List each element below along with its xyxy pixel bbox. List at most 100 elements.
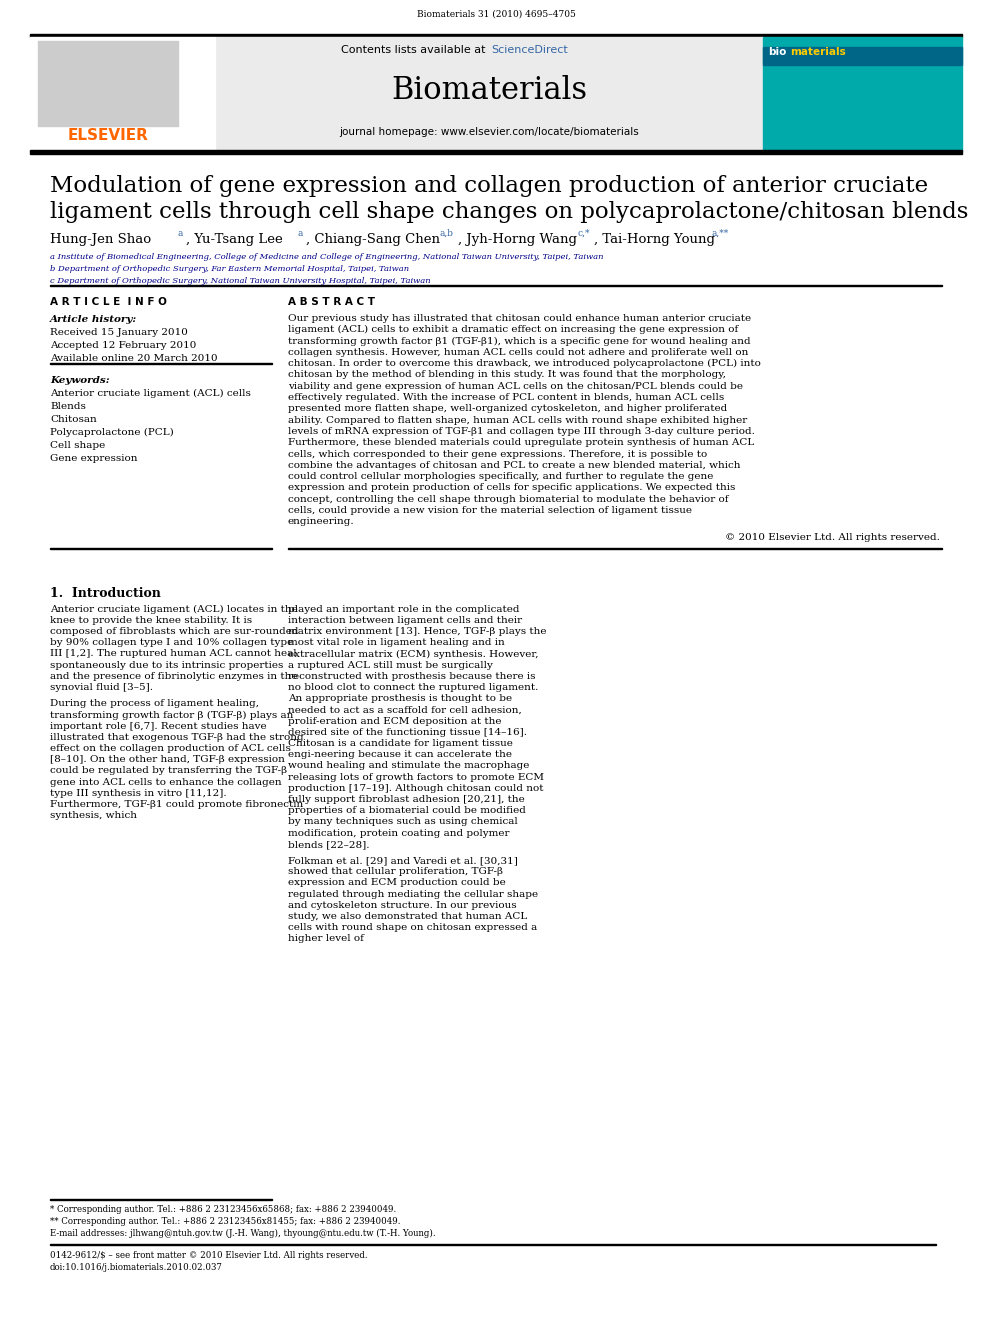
Text: a: a [298,229,304,238]
Text: knee to provide the knee stability. It is: knee to provide the knee stability. It i… [50,617,252,624]
Text: b Department of Orthopedic Surgery, Far Eastern Memorial Hospital, Taipei, Taiwa: b Department of Orthopedic Surgery, Far … [50,265,409,273]
Text: Polycaprolactone (PCL): Polycaprolactone (PCL) [50,429,174,437]
Text: , Yu-Tsang Lee: , Yu-Tsang Lee [186,233,283,246]
Text: a,b: a,b [440,229,454,238]
Text: Anterior cruciate ligament (ACL) locates in the: Anterior cruciate ligament (ACL) locates… [50,605,298,614]
Text: materials: materials [790,48,846,57]
Text: reconstructed with prosthesis because there is: reconstructed with prosthesis because th… [288,672,536,681]
Text: wound healing and stimulate the macrophage: wound healing and stimulate the macropha… [288,762,530,770]
Text: , Chiang-Sang Chen: , Chiang-Sang Chen [306,233,440,246]
Text: important role [6,7]. Recent studies have: important role [6,7]. Recent studies hav… [50,722,267,730]
Text: ELSEVIER: ELSEVIER [67,128,149,143]
Text: Chitosan is a candidate for ligament tissue: Chitosan is a candidate for ligament tis… [288,740,513,747]
Text: study, we also demonstrated that human ACL: study, we also demonstrated that human A… [288,912,528,921]
Text: doi:10.1016/j.biomaterials.2010.02.037: doi:10.1016/j.biomaterials.2010.02.037 [50,1263,223,1271]
Text: type III synthesis in vitro [11,12].: type III synthesis in vitro [11,12]. [50,789,226,798]
Text: Folkman et al. [29] and Varedi et al. [30,31]: Folkman et al. [29] and Varedi et al. [3… [288,856,518,865]
Text: expression and protein production of cells for specific applications. We expecte: expression and protein production of cel… [288,483,735,492]
Text: Furthermore, these blended materials could upregulate protein synthesis of human: Furthermore, these blended materials cou… [288,438,754,447]
Text: production [17–19]. Although chitosan could not: production [17–19]. Although chitosan co… [288,785,544,792]
Bar [30,149,962,153]
Text: extracellular matrix (ECM) synthesis. However,: extracellular matrix (ECM) synthesis. Ho… [288,650,539,659]
Text: engi-neering because it can accelerate the: engi-neering because it can accelerate t… [288,750,512,759]
Text: Biomaterials: Biomaterials [391,75,587,106]
Text: During the process of ligament healing,: During the process of ligament healing, [50,700,259,708]
Text: concept, controlling the cell shape through biomaterial to modulate the behavior: concept, controlling the cell shape thro… [288,495,728,504]
Text: Available online 20 March 2010: Available online 20 March 2010 [50,355,217,363]
Text: Anterior cruciate ligament (ACL) cells: Anterior cruciate ligament (ACL) cells [50,389,251,398]
Text: E-mail addresses: jlhwang@ntuh.gov.tw (J.-H. Wang), thyoung@ntu.edu.tw (T.-H. Yo: E-mail addresses: jlhwang@ntuh.gov.tw (J… [50,1229,435,1238]
Text: Furthermore, TGF-β1 could promote fibronectin: Furthermore, TGF-β1 could promote fibron… [50,800,304,810]
Text: composed of fibroblasts which are sur-rounded: composed of fibroblasts which are sur-ro… [50,627,299,636]
Bar [763,48,962,65]
Text: chitosan. In order to overcome this drawback, we introduced polycaprolactone (PC: chitosan. In order to overcome this draw… [288,360,761,368]
Bar [30,37,215,151]
Text: higher level of: higher level of [288,934,364,943]
Text: modification, protein coating and polymer: modification, protein coating and polyme… [288,828,510,837]
Text: a,**: a,** [712,229,729,238]
Text: a Institute of Biomedical Engineering, College of Medicine and College of Engine: a Institute of Biomedical Engineering, C… [50,253,603,261]
Text: Modulation of gene expression and collagen production of anterior cruciate: Modulation of gene expression and collag… [50,175,929,197]
Text: transforming growth factor β1 (TGF-β1), which is a specific gene for wound heali: transforming growth factor β1 (TGF-β1), … [288,336,751,345]
Bar [38,41,178,126]
Text: A B S T R A C T: A B S T R A C T [288,296,375,307]
Text: presented more flatten shape, well-organized cytoskeleton, and higher proliferat: presented more flatten shape, well-organ… [288,405,727,413]
Text: illustrated that exogenous TGF-β had the strong: illustrated that exogenous TGF-β had the… [50,733,304,742]
Text: combine the advantages of chitosan and PCL to create a new blended material, whi: combine the advantages of chitosan and P… [288,460,740,470]
Text: Blends: Blends [50,402,86,411]
Text: a: a [178,229,184,238]
Text: ** Corresponding author. Tel.: +886 2 23123456x81455; fax: +886 2 23940049.: ** Corresponding author. Tel.: +886 2 23… [50,1217,401,1226]
Text: viability and gene expression of human ACL cells on the chitosan/PCL blends coul: viability and gene expression of human A… [288,382,743,390]
Text: engineering.: engineering. [288,517,354,527]
Text: , Tai-Horng Young: , Tai-Horng Young [594,233,715,246]
Text: c Department of Orthopedic Surgery, National Taiwan University Hospital, Taipei,: c Department of Orthopedic Surgery, Nati… [50,277,431,284]
Text: ScienceDirect: ScienceDirect [491,45,567,56]
Text: Gene expression: Gene expression [50,454,138,463]
Text: expression and ECM production could be: expression and ECM production could be [288,878,506,888]
Text: bio: bio [768,48,787,57]
Text: Chitosan: Chitosan [50,415,97,423]
Text: by 90% collagen type I and 10% collagen type: by 90% collagen type I and 10% collagen … [50,638,294,647]
Text: Hung-Jen Shao: Hung-Jen Shao [50,233,151,246]
Text: gene into ACL cells to enhance the collagen: gene into ACL cells to enhance the colla… [50,778,282,787]
Text: and the presence of fibrinolytic enzymes in the: and the presence of fibrinolytic enzymes… [50,672,298,681]
Text: no blood clot to connect the ruptured ligament.: no blood clot to connect the ruptured li… [288,683,539,692]
Text: A R T I C L E  I N F O: A R T I C L E I N F O [50,296,167,307]
Text: played an important role in the complicated: played an important role in the complica… [288,605,520,614]
Text: interaction between ligament cells and their: interaction between ligament cells and t… [288,617,522,624]
Text: effectively regulated. With the increase of PCL content in blends, human ACL cel: effectively regulated. With the increase… [288,393,724,402]
Text: , Jyh-Horng Wang: , Jyh-Horng Wang [458,233,577,246]
Text: ligament cells through cell shape changes on polycaprolactone/chitosan blends: ligament cells through cell shape change… [50,201,968,224]
Text: ability. Compared to flatten shape, human ACL cells with round shape exhibited h: ability. Compared to flatten shape, huma… [288,415,747,425]
Text: chitosan by the method of blending in this study. It was found that the morpholo: chitosan by the method of blending in th… [288,370,726,380]
Text: collagen synthesis. However, human ACL cells could not adhere and proliferate we: collagen synthesis. However, human ACL c… [288,348,748,357]
Text: matrix environment [13]. Hence, TGF-β plays the: matrix environment [13]. Hence, TGF-β pl… [288,627,547,636]
Text: Keywords:: Keywords: [50,376,110,385]
Text: c,*: c,* [578,229,590,238]
Text: blends [22–28].: blends [22–28]. [288,840,369,849]
Text: transforming growth factor β (TGF-β) plays an: transforming growth factor β (TGF-β) pla… [50,710,294,720]
Bar [215,37,763,151]
Text: levels of mRNA expression of TGF-β1 and collagen type III through 3-day culture : levels of mRNA expression of TGF-β1 and … [288,427,755,437]
Text: most vital role in ligament healing and in: most vital role in ligament healing and … [288,638,505,647]
Text: needed to act as a scaffold for cell adhesion,: needed to act as a scaffold for cell adh… [288,705,522,714]
Text: Received 15 January 2010: Received 15 January 2010 [50,328,187,337]
Text: 1.  Introduction: 1. Introduction [50,586,161,599]
Text: a ruptured ACL still must be surgically: a ruptured ACL still must be surgically [288,660,493,669]
Text: could control cellular morphologies specifically, and further to regulate the ge: could control cellular morphologies spec… [288,472,713,482]
Text: could be regulated by transferring the TGF-β: could be regulated by transferring the T… [50,766,287,775]
Text: Article history:: Article history: [50,315,137,324]
Text: 0142-9612/$ – see front matter © 2010 Elsevier Ltd. All rights reserved.: 0142-9612/$ – see front matter © 2010 El… [50,1252,368,1259]
Text: III [1,2]. The ruptured human ACL cannot heal: III [1,2]. The ruptured human ACL cannot… [50,650,297,659]
Text: by many techniques such as using chemical: by many techniques such as using chemica… [288,818,518,827]
Text: properties of a biomaterial could be modified: properties of a biomaterial could be mod… [288,806,526,815]
Text: Biomaterials 31 (2010) 4695–4705: Biomaterials 31 (2010) 4695–4705 [417,11,575,19]
Text: Accepted 12 February 2010: Accepted 12 February 2010 [50,341,196,351]
Text: An appropriate prosthesis is thought to be: An appropriate prosthesis is thought to … [288,695,512,704]
Text: effect on the collagen production of ACL cells: effect on the collagen production of ACL… [50,744,291,753]
Text: [8–10]. On the other hand, TGF-β expression: [8–10]. On the other hand, TGF-β express… [50,755,285,765]
Text: synthesis, which: synthesis, which [50,811,137,820]
Text: * Corresponding author. Tel.: +886 2 23123456x65868; fax: +886 2 23940049.: * Corresponding author. Tel.: +886 2 231… [50,1205,396,1215]
Text: fully support fibroblast adhesion [20,21], the: fully support fibroblast adhesion [20,21… [288,795,525,804]
Text: Cell shape: Cell shape [50,441,105,450]
